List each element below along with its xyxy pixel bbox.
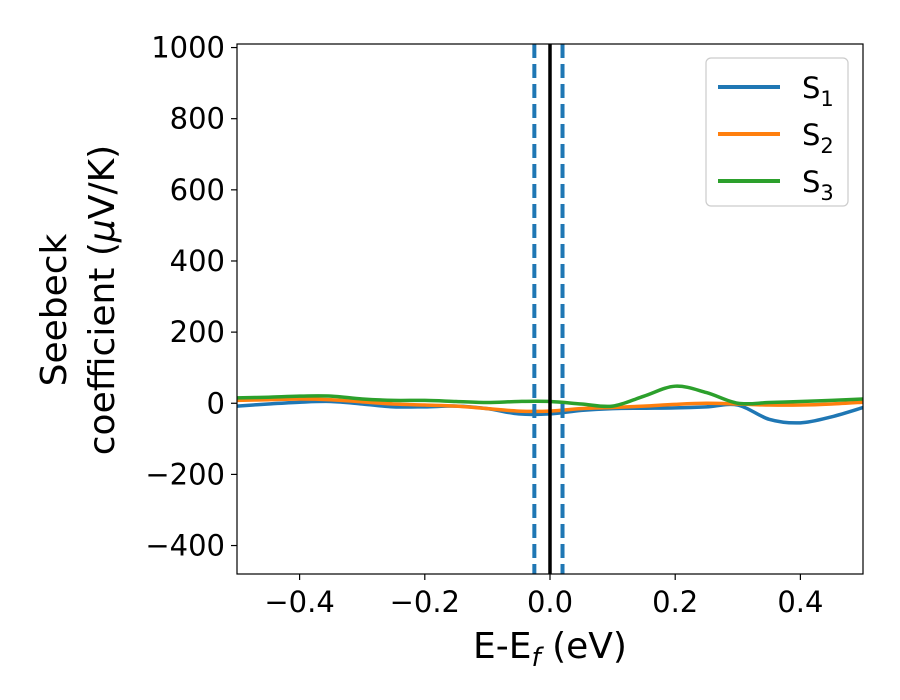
x-tick-label: −0.4 [264,585,334,619]
x-tick-label: 0.0 [527,585,573,619]
plot-area [237,44,863,574]
y-tick-label: 1000 [151,31,225,65]
x-tick-label: −0.2 [390,585,460,619]
y-tick-label: 600 [170,173,225,207]
y-tick-label: −200 [145,457,225,491]
y-axis-label-unit: V/K) [82,145,123,219]
legend-label-s3: S3 [802,165,834,205]
x-axis-label: E-Ef (eV) [473,626,627,673]
x-tick-label: 0.4 [777,585,823,619]
y-axis-label-line2: coefficient (μV/K) [82,145,123,455]
x-tick-label: 0.2 [652,585,698,619]
legend-label-s2: S2 [802,118,834,158]
y-tick-label: 400 [170,244,225,278]
y-tick-label: 200 [170,315,225,349]
y-axis-label-mu: μ [82,219,123,243]
legend-label-s1: S1 [802,71,834,111]
legend: S1 S2 S3 [705,57,849,207]
y-tick-label: 800 [170,102,225,136]
plot-layer [237,44,863,574]
y-tick-label: −400 [145,529,225,563]
y-axis-label-line1: Seebeck [34,233,75,386]
ticks: −0.4 −0.2 0.0 0.2 0.4 −400 −200 0 200 400 600 800 10… [145,31,823,619]
y-tick-label: 0 [207,386,225,420]
x-axis-label-suffix: (eV) [541,626,627,667]
